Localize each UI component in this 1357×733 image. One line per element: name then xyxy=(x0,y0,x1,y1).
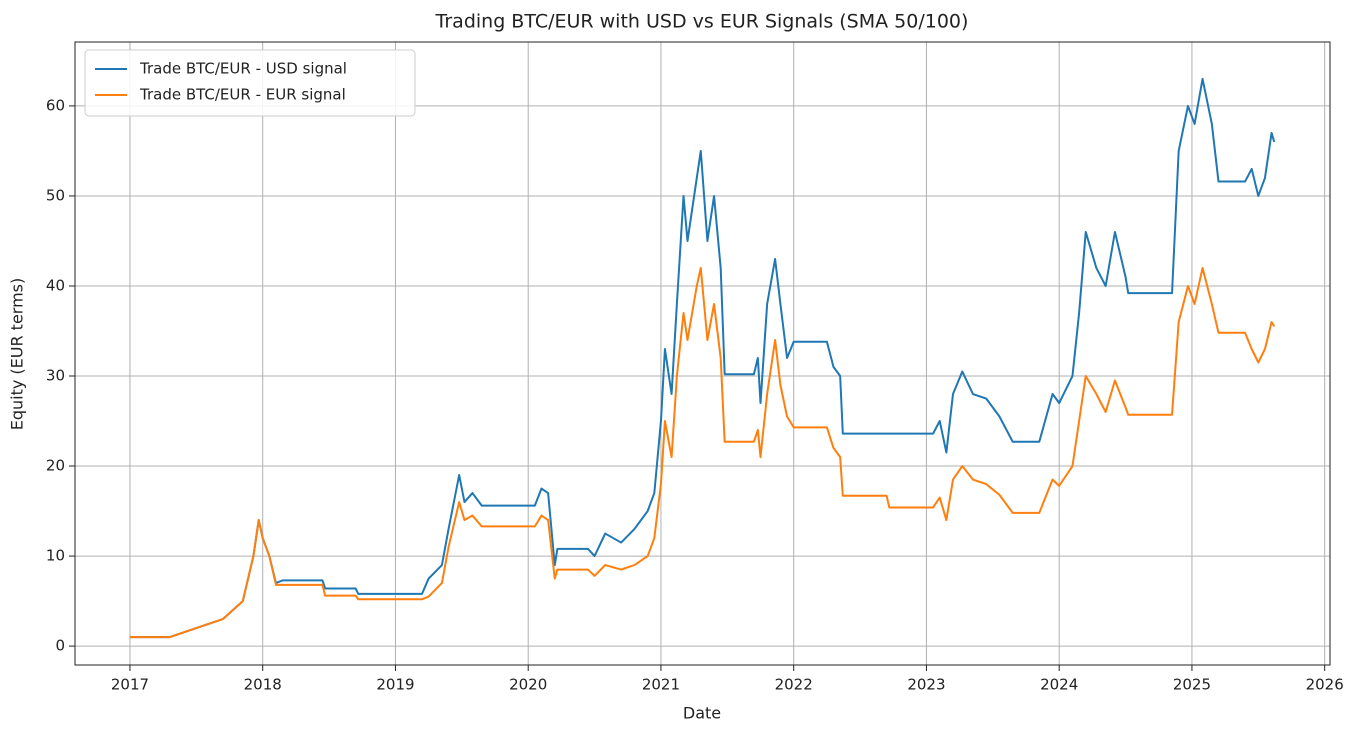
x-tick-label: 2020 xyxy=(509,676,547,694)
chart-title: Trading BTC/EUR with USD vs EUR Signals … xyxy=(435,11,969,33)
y-tick-label: 20 xyxy=(46,457,65,475)
legend-box xyxy=(84,49,416,117)
x-axis-label: Date xyxy=(683,704,721,723)
y-tick-label: 10 xyxy=(46,547,65,565)
legend-label: Trade BTC/EUR - USD signal xyxy=(139,60,347,78)
y-tick-label: 50 xyxy=(46,186,65,204)
y-tick-label: 0 xyxy=(55,637,65,655)
y-tick-label: 30 xyxy=(46,367,65,385)
x-tick-label: 2022 xyxy=(775,676,813,694)
series-line xyxy=(129,266,1276,639)
x-tick-label: 2025 xyxy=(1173,676,1211,694)
x-tick-label: 2017 xyxy=(111,676,149,694)
y-axis-label: Equity (EUR terms) xyxy=(8,278,27,431)
legend: Trade BTC/EUR - USD signal Trade BTC/EUR … xyxy=(84,49,416,117)
x-tick-label: 2026 xyxy=(1306,676,1344,694)
plot-frame xyxy=(74,41,1331,666)
x-tick-label: 2019 xyxy=(376,676,414,694)
series-line xyxy=(129,77,1276,639)
x-tick-label: 2021 xyxy=(642,676,680,694)
y-tick-label: 40 xyxy=(46,276,65,294)
x-tick-label: 2023 xyxy=(907,676,945,694)
y-tick-label: 60 xyxy=(46,96,65,114)
legend-label: Trade BTC/EUR - EUR signal xyxy=(139,86,346,104)
x-tick-label: 2018 xyxy=(244,676,282,694)
x-tick-label: 2024 xyxy=(1040,676,1078,694)
